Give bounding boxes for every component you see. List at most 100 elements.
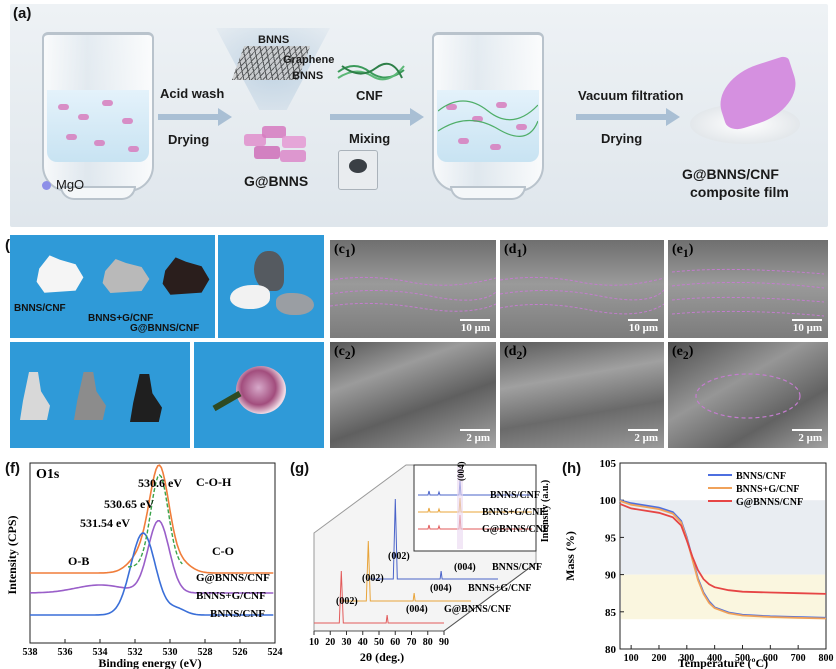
step1-arrow — [158, 114, 220, 120]
xps-xtick-label: 528 — [198, 647, 213, 658]
step3-top-label: Vacuum filtration — [578, 88, 684, 103]
tga-band-yellow — [621, 574, 825, 620]
xrd-label-gbnns: G@BNNS/CNF — [444, 604, 511, 615]
gbnns-powder-pile — [240, 120, 316, 166]
xps-xtick-label: 526 — [233, 647, 248, 658]
xrd-xtick-label: 20 — [325, 637, 335, 648]
product-label: G@BNNS — [244, 173, 309, 189]
photo-rocking-horses: BNNS/CNF BNNS+G/CNF G@BNNS/CNF — [10, 235, 215, 338]
panel-h-label: (h) — [562, 460, 582, 477]
panel-f-label: (f) — [5, 460, 20, 477]
xrd-label-004-b: (004) — [430, 583, 452, 594]
sem-e1: (e1) 10 μm — [668, 240, 828, 338]
xrd-inset-label-gbnns: G@BNNS/CNF — [482, 524, 549, 535]
xps-series-label-bnns: BNNS/CNF — [210, 608, 265, 620]
beaker-mgo-mixture — [42, 32, 154, 200]
xrd-xtick-label: 10 — [309, 637, 319, 648]
xps-xtick-label: 534 — [93, 647, 108, 658]
xps-label-ob: O-B — [68, 554, 89, 568]
panel-a-label: (a) — [13, 5, 32, 22]
sem-d2: (d2) 2 μm — [500, 342, 664, 448]
sem-d1: (d1) 10 μm — [500, 240, 664, 338]
xrd-label-002-c: (002) — [336, 596, 358, 607]
xps-chart: O1s 538 536 534 532 530 528 526 524 Binding ene… — [5, 462, 283, 669]
xrd-xtick-label: 80 — [423, 637, 433, 648]
tga-xtick-label: 400 — [707, 653, 722, 664]
tga-xtick-label: 300 — [679, 653, 694, 664]
xps-title: O1s — [36, 467, 60, 482]
xps-ylabel: Intensity (CPS) — [5, 515, 19, 594]
label-bnns-g-cnf: BNNS+G/CNF — [88, 313, 154, 324]
xrd-xlabel: 2θ (deg.) — [360, 650, 404, 664]
tga-xtick-label: 200 — [651, 653, 666, 664]
xrd-trace — [314, 570, 444, 624]
tga-legend-label: G@BNNS/CNF — [736, 497, 803, 508]
mixer-device-icon — [338, 150, 378, 190]
xrd-inset-label-bnnsg: BNNS+G/CNF — [482, 507, 545, 518]
mgo-legend-icon — [42, 181, 51, 190]
photo-rabbits — [10, 342, 190, 448]
xrd-xtick-label: 40 — [358, 637, 368, 648]
photo-rose — [194, 342, 324, 448]
final-label-line2: composite film — [690, 184, 789, 200]
step3-arrow — [576, 114, 668, 120]
panel-g-label: (g) — [290, 460, 310, 477]
tga-ytick-label: 100 — [600, 495, 617, 507]
xrd-label-002-a: (002) — [388, 551, 410, 562]
xrd-xtick-label: 60 — [390, 637, 400, 648]
xps-frame — [29, 462, 276, 644]
xrd-label-004-c: (004) — [406, 604, 428, 615]
tga-ytick-label: 105 — [600, 458, 617, 470]
step1-top-label: Acid wash — [160, 86, 225, 101]
xrd-label-002-b: (002) — [362, 573, 384, 584]
sem-c2: (c2) 2 μm — [330, 342, 496, 448]
label-bnns-cnf: BNNS/CNF — [14, 303, 66, 314]
structure-label-bnns-bottom: BNNS — [292, 70, 324, 82]
xps-xtick-label: 530 — [163, 647, 178, 658]
mgo-legend-label: MgO — [56, 177, 85, 192]
xps-series-line — [29, 520, 274, 594]
xps-xtick-label: 536 — [58, 647, 73, 658]
xrd-chart: 10 20 30 40 50 60 70 80 90 (004) BNNS/CNF BNNS+G… — [309, 462, 551, 665]
tga-xlabel: Temperature (ºC) — [678, 656, 768, 669]
tga-series-line — [619, 503, 827, 595]
tga-xtick-label: 800 — [819, 653, 834, 664]
xrd-xtick-label: 90 — [439, 637, 449, 648]
tga-ytick-label: 95 — [605, 532, 617, 544]
xps-xlabel: Binding energy (eV) — [98, 656, 201, 669]
tga-xtick-label: 600 — [763, 653, 778, 664]
xrd-ylabel: Intensity (a.u.) — [540, 480, 551, 543]
black-horse-sample — [162, 257, 210, 295]
xps-series-label-bnnsg: BNNS+G/CNF — [196, 590, 266, 602]
xrd-trace — [341, 540, 471, 602]
gray-horse-sample — [102, 259, 150, 293]
white-horse-sample — [36, 255, 84, 293]
xps-xtick-label: 538 — [23, 647, 38, 658]
xrd-inset-highlight — [457, 467, 463, 549]
tga-ytick-label: 85 — [605, 607, 617, 619]
xps-xtick-label: 532 — [128, 647, 143, 658]
tga-series-line — [619, 500, 827, 620]
photo-dolphins — [218, 235, 324, 338]
xps-series-line — [30, 532, 274, 616]
tga-legend-label: BNNS/CNF — [736, 471, 786, 482]
tga-xtick-label: 500 — [735, 653, 750, 664]
structure-label-bnns-top: BNNS — [258, 34, 290, 46]
cnf-fibers-icon — [336, 60, 406, 84]
xps-peak-531-54: 531.54 eV — [80, 516, 130, 530]
xrd-inset — [413, 464, 537, 552]
step2-top-label: CNF — [356, 88, 383, 103]
xrd-label-bnnsg: BNNS+G/CNF — [468, 583, 531, 594]
tga-xtick-label: 700 — [791, 653, 806, 664]
tga-xtick-label: 100 — [624, 653, 639, 664]
structure-label-graphene: Graphene — [283, 54, 335, 66]
step3-bottom-label: Drying — [601, 131, 643, 146]
tga-legend-label: BNNS+G/CNF — [736, 484, 799, 495]
xrd-inset-peak-label: (004) — [456, 462, 466, 482]
tga-ytick-label: 80 — [605, 644, 617, 656]
xrd-trace — [368, 498, 498, 580]
xrd-xtick-label: 50 — [374, 637, 384, 648]
xps-fit-line — [127, 473, 183, 568]
sem-e2: (e2) 2 μm — [668, 342, 828, 448]
